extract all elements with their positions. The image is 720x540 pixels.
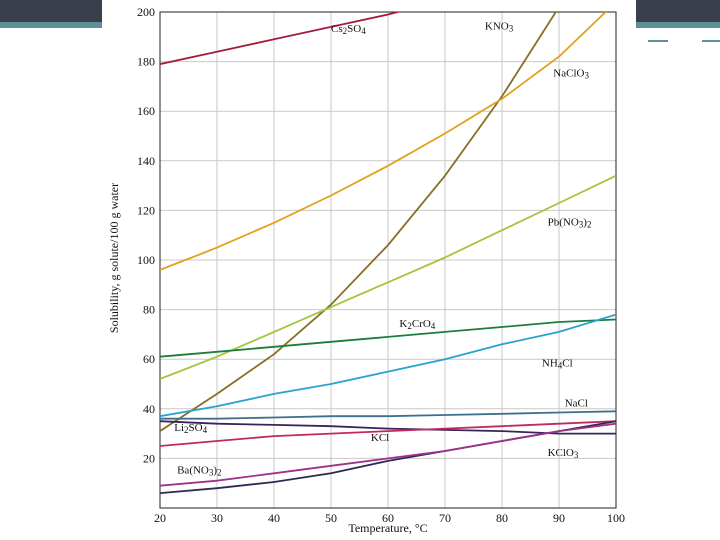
top-left-decor-accent [0,22,102,28]
x-tick-label: 90 [553,511,565,525]
series-line-cs2so4 [160,12,402,65]
series-label-cs2so4: Cs2SO4 [331,23,366,36]
series-label-pb-no3-2: Pb(NO3)2 [548,216,592,229]
x-tick-label: 100 [607,511,625,525]
y-tick-label: 120 [137,203,155,217]
x-tick-label: 40 [268,511,280,525]
x-tick-label: 20 [154,511,166,525]
y-tick-label: 180 [137,55,155,69]
x-tick-label: 50 [325,511,337,525]
y-tick-label: 140 [137,154,155,168]
series-line-ba-no3-2 [160,422,616,487]
series-label-kno3: KNO3 [485,20,514,33]
top-right-decor-line-2 [702,40,720,42]
plot-frame [159,11,617,509]
series-label-naclo3: NaClO3 [553,67,589,80]
series-label-li2so4: Li2SO4 [174,422,207,435]
series-label-nh4cl: NH4Cl [542,358,573,371]
top-left-decor-bar [0,0,102,22]
chart-series-labels: Cs2SO4 KNO3 NaClO3 Pb(NO3)2 K2CrO4 NH4Cl NaCl L… [174,20,591,477]
y-tick-label: 100 [137,253,155,267]
x-axis-title: Temperature, °C [348,521,427,535]
chart-series [160,12,616,494]
series-label-nacl: NaCl [565,397,588,409]
series-label-kcl: KCl [371,432,389,444]
series-line-li2so4 [160,420,616,435]
x-tick-label: 80 [496,511,508,525]
series-line-nh4cl [160,313,616,418]
top-right-decor-line [648,40,668,42]
y-tick-label: 20 [143,451,155,465]
series-line-pb-no3-2 [160,174,616,380]
series-line-nacl [160,410,616,420]
y-tick-label: 200 [137,5,155,19]
y-axis-title: Solubility, g solute/100 g water [107,183,121,333]
top-right-decor-accent [636,22,720,28]
series-label-kclo3: KClO3 [548,447,579,460]
y-tick-label: 160 [137,104,155,118]
y-tick-label: 80 [143,303,155,317]
series-line-kno3 [160,12,557,432]
y-tick-label: 60 [143,352,155,366]
chart-tick-labels: 20 30 40 50 60 70 80 90 100 20 40 60 80 100 120 140 160 1… [137,5,625,525]
series-label-k2cro4: K2CrO4 [399,318,435,331]
y-tick-label: 40 [143,402,155,416]
series-line-naclo3 [160,12,607,271]
top-right-decor-bar [636,0,720,22]
x-tick-label: 60 [382,511,394,525]
series-line-kcl [160,420,616,447]
series-label-ba-no3-2: Ba(NO3)2 [177,464,221,477]
x-tick-label: 30 [211,511,223,525]
series-line-k2cro4 [160,318,616,358]
x-tick-label: 70 [439,511,451,525]
